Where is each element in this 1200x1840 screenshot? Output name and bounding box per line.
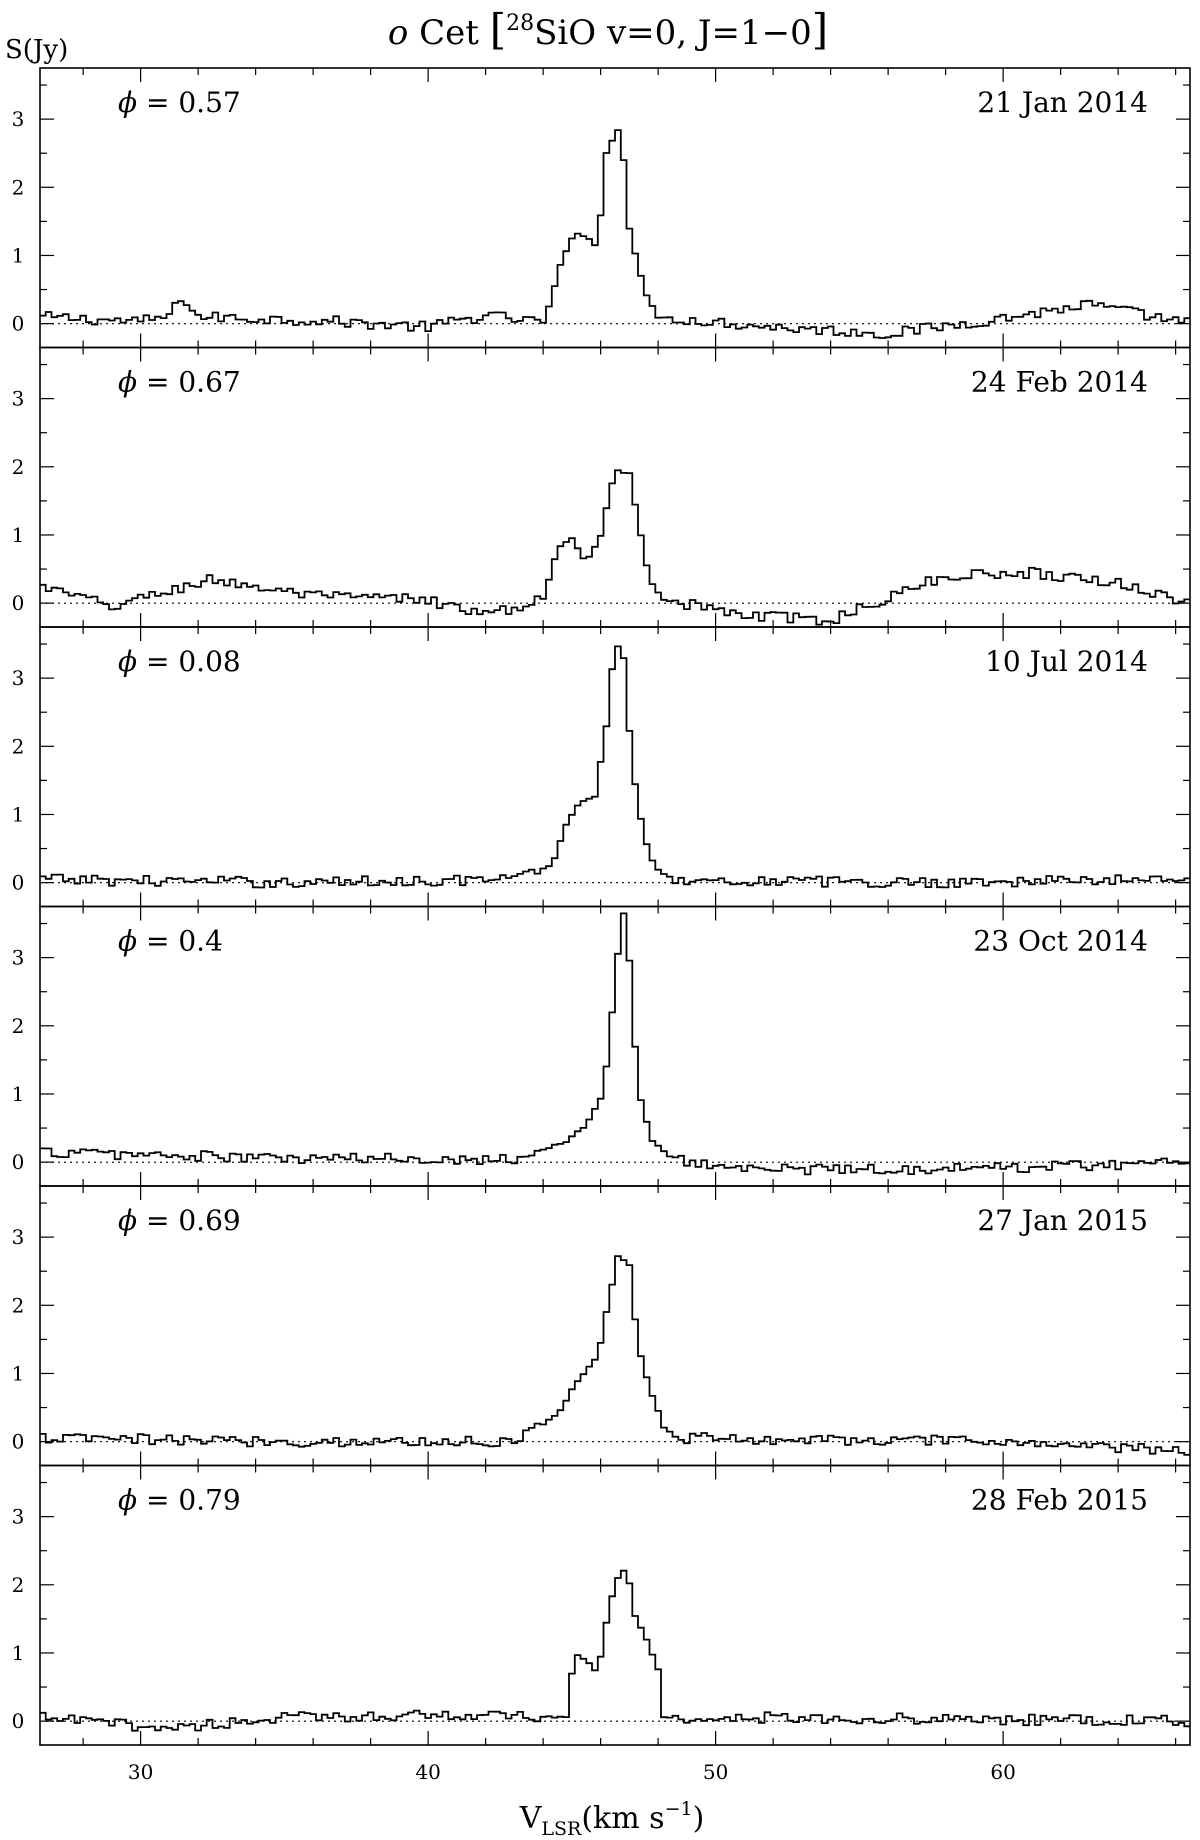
date-label: 21 Jan 2014 (977, 86, 1148, 119)
panel-1: 0 1 2 3 ϕ = 0.57 21 Jan 2014 (12, 67, 1191, 349)
spectrum-line (40, 645, 1190, 889)
y-tick-label: 0 (12, 1430, 25, 1454)
y-tick-label: 1 (12, 1082, 25, 1106)
panel-6: 0 1 2 3 ϕ = 0.79 28 Feb 2015 (12, 1464, 1191, 1746)
panel-frame (39, 1464, 1191, 1746)
phase-label: ϕ = 0.79 (118, 1484, 241, 1517)
y-tick-label: 3 (12, 666, 25, 690)
y-tick-label: 1 (12, 523, 25, 547)
phase-symbol: ϕ (118, 86, 137, 119)
phase-symbol: ϕ (118, 925, 137, 958)
y-tick-label: 1 (12, 1641, 25, 1665)
x-label-sub: LSR (541, 1818, 582, 1840)
y-tick-label: 3 (12, 946, 25, 970)
y-tick-label: 2 (12, 1293, 25, 1317)
y-tick-label: 0 (12, 871, 25, 895)
phase-value: = 0.79 (137, 1484, 241, 1517)
spectrum-line (40, 129, 1190, 339)
x-label-unit: (km s (581, 1801, 664, 1836)
x-label-base: V (519, 1801, 543, 1836)
phase-symbol: ϕ (118, 366, 137, 399)
spectrum-line (40, 912, 1190, 1176)
y-tick-label: 2 (12, 734, 25, 758)
phase-symbol: ϕ (118, 1204, 137, 1237)
phase-label: ϕ = 0.69 (118, 1204, 241, 1237)
y-tick-label: 2 (12, 1014, 25, 1038)
phase-label: ϕ = 0.57 (118, 86, 241, 119)
date-label: 27 Jan 2015 (977, 1204, 1148, 1237)
phase-value: = 0.08 (137, 645, 241, 678)
x-tick-label: 30 (128, 1760, 153, 1784)
y-tick-label: 0 (12, 312, 25, 336)
phase-value: = 0.69 (137, 1204, 241, 1237)
y-tick-label: 1 (12, 802, 25, 826)
spectrum-line (40, 469, 1190, 626)
date-label: 10 Jul 2014 (985, 645, 1148, 678)
x-label-sup: −1 (665, 1798, 693, 1820)
spectrum-line (40, 1569, 1190, 1732)
panel-2: 0 1 2 3 ϕ = 0.67 24 Feb 2014 (12, 346, 1191, 628)
phase-label: ϕ = 0.67 (118, 366, 241, 399)
title-species: SiO v=0, J=1−0 (534, 13, 812, 53)
x-tick-labels: 30 40 50 60 (128, 1760, 1016, 1784)
phase-symbol: ϕ (118, 1484, 137, 1517)
y-tick-label: 0 (12, 591, 25, 615)
panel-4: 0 1 2 3 ϕ = 0.4 23 Oct 2014 (12, 905, 1191, 1187)
y-tick-label: 2 (12, 175, 25, 199)
phase-value: = 0.57 (137, 86, 241, 119)
x-tick-label: 40 (415, 1760, 440, 1784)
spectrum-line (40, 1255, 1190, 1456)
x-tick-label: 60 (990, 1760, 1015, 1784)
title-star-rest: Cet (408, 13, 489, 53)
y-tick-label: 1 (12, 243, 25, 267)
date-label: 23 Oct 2014 (973, 925, 1148, 958)
x-label-unit-close: ) (693, 1801, 705, 1836)
phase-value: = 0.4 (137, 925, 223, 958)
y-tick-label: 3 (12, 1225, 25, 1249)
panels: 0 1 2 3 ϕ = 0.57 21 Jan 2014 0 1 2 3 ϕ = 0.67 24 Fe… (12, 67, 1191, 1746)
date-label: 28 Feb 2015 (971, 1484, 1148, 1517)
y-tick-label: 1 (12, 1361, 25, 1385)
x-tick-label: 50 (703, 1760, 728, 1784)
title-open-bracket: [ (490, 5, 506, 54)
title-close-bracket: ] (812, 5, 828, 54)
y-tick-label: 2 (12, 1573, 25, 1597)
y-axis-label: S(Jy) (5, 35, 68, 65)
panel-3: 0 1 2 3 ϕ = 0.08 10 Jul 2014 (12, 626, 1191, 908)
title-isotope: 28 (506, 11, 534, 36)
x-axis-label: VLSR(km s−1) (519, 1798, 705, 1840)
phase-value: = 0.67 (137, 366, 241, 399)
date-label: 24 Feb 2014 (971, 366, 1148, 399)
y-tick-label: 3 (12, 387, 25, 411)
y-tick-label: 2 (12, 455, 25, 479)
phase-symbol: ϕ (118, 645, 137, 678)
phase-label: ϕ = 0.08 (118, 645, 241, 678)
phase-label: ϕ = 0.4 (118, 925, 223, 958)
panel-5: 0 1 2 3 ϕ = 0.69 27 Jan 2015 (12, 1185, 1191, 1467)
y-tick-label: 3 (12, 1505, 25, 1529)
figure-title: o Cet [28SiO v=0, J=1−0] (388, 5, 828, 54)
title-star-italic: o (388, 13, 408, 53)
y-tick-label: 0 (12, 1709, 25, 1733)
y-tick-label: 3 (12, 107, 25, 131)
y-tick-label: 0 (12, 1150, 25, 1174)
